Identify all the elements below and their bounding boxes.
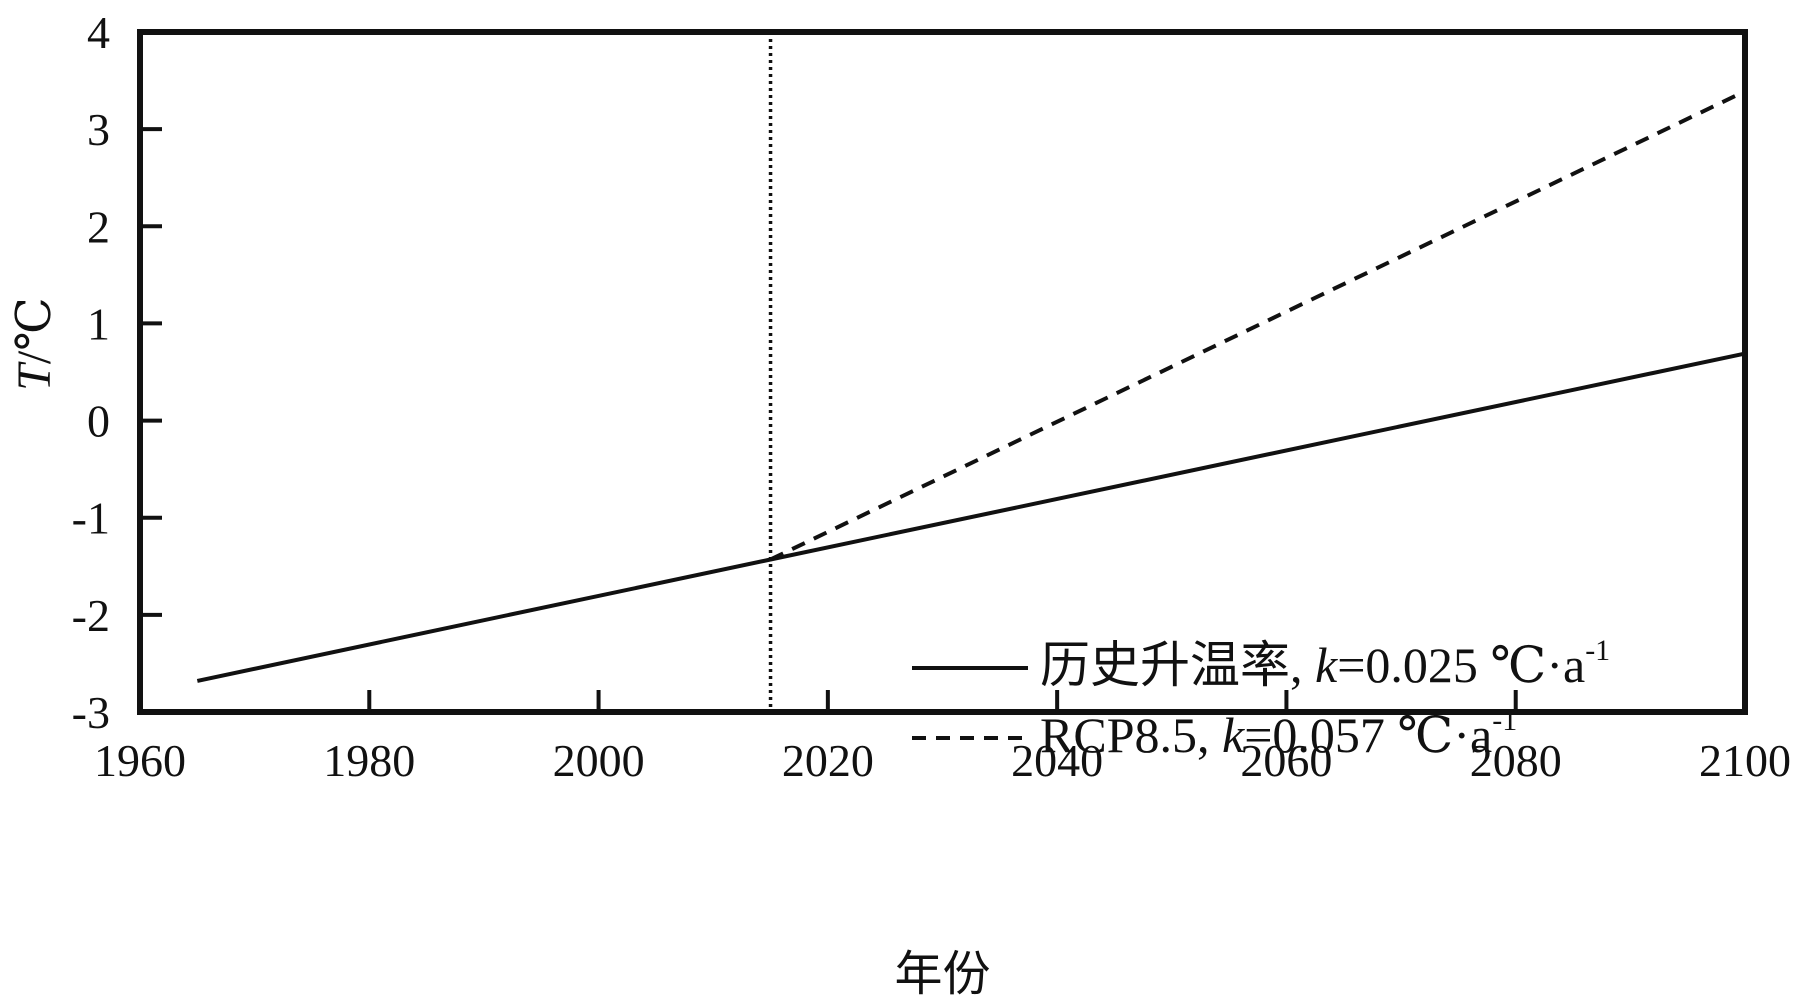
legend-label-sup: -1: [1585, 634, 1610, 667]
y-axis-symbol: T: [8, 361, 61, 391]
rcp85-series-line: [769, 89, 1746, 562]
plot-frame: [137, 29, 1748, 715]
y-axis-title: T/℃: [8, 297, 61, 391]
legend-label-value: =0.025 ℃·a: [1337, 637, 1585, 693]
y-axis-unit: /℃: [8, 297, 61, 364]
legend-k-symbol: k: [1222, 707, 1245, 763]
x-tick-label: 2080: [1470, 735, 1562, 786]
y-tick-label: 3: [87, 104, 110, 155]
x-axis-title: 年份: [894, 948, 990, 1001]
historical-series-line: [196, 351, 1746, 683]
y-tick-label: 4: [87, 7, 110, 58]
y-tick-label: 1: [87, 298, 110, 349]
x-tick-label: 2000: [553, 735, 645, 786]
x-tick-label: 2040: [1011, 735, 1103, 786]
legend-label: RCP8.5, k=0.057 ℃·a-1: [1040, 704, 1517, 763]
legend-label-sup: -1: [1492, 704, 1517, 737]
legend-label-value: =0.057 ℃·a: [1244, 707, 1492, 763]
y-tick-label: -1: [72, 493, 110, 544]
y-tick-label: -3: [72, 687, 110, 738]
legend-label: 历史升温率, k=0.025 ℃·a-1: [1040, 634, 1610, 693]
y-tick-label: 2: [87, 201, 110, 252]
y-tick-label: -2: [72, 590, 110, 641]
y-tick-label: 0: [87, 396, 110, 447]
series-layer: [196, 89, 1746, 683]
x-tick-label: 1960: [94, 735, 186, 786]
legend-label-prefix: RCP8.5,: [1040, 707, 1222, 763]
x-tick-label: 2100: [1699, 735, 1791, 786]
legend-label-prefix: 历史升温率,: [1040, 637, 1315, 693]
ticks-layer: 1960 1980 2000 2020 2040 2060 2080 2100 -3 -2 -1 0 1…: [72, 7, 1791, 786]
x-tick-label: 2020: [782, 735, 874, 786]
x-tick-label: 2060: [1240, 735, 1332, 786]
x-tick-label: 1980: [323, 735, 415, 786]
legend-k-symbol: k: [1315, 637, 1338, 693]
